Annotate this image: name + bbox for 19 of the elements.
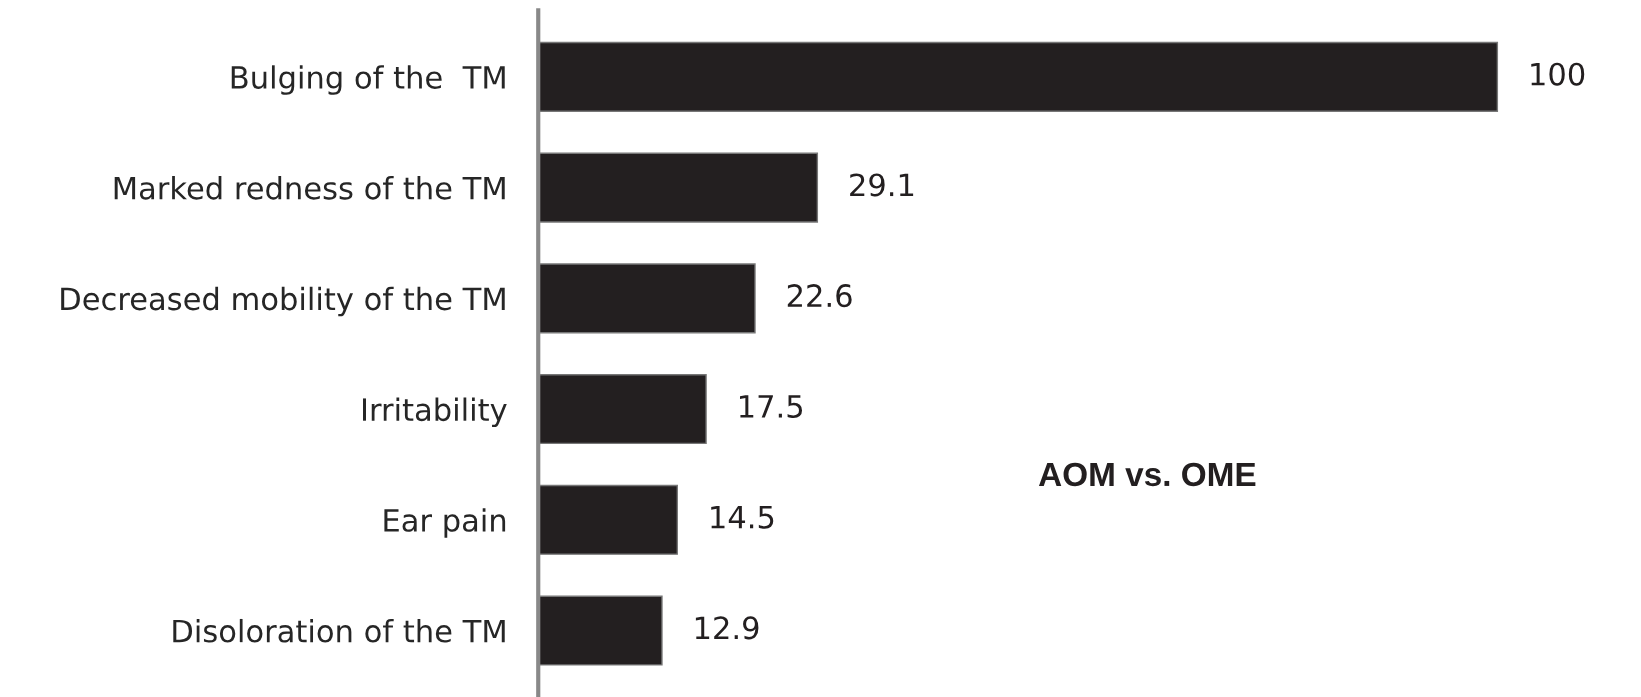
- bar: [538, 263, 756, 334]
- text: AOM vs. OME: [1038, 462, 1256, 487]
- bar: [538, 41, 1499, 112]
- bar: [538, 595, 663, 666]
- data-label: 12.9: [695, 616, 759, 640]
- y-tick-label: Irritability: [362, 397, 507, 428]
- y-tick-label: Decreased mobility of the TM: [61, 286, 505, 317]
- bar: [538, 152, 819, 223]
- y-tick-label: Marked redness of the TM: [114, 176, 505, 200]
- bar: [538, 374, 707, 445]
- data-label: 14.5: [711, 505, 774, 529]
- bar: [538, 484, 679, 555]
- y-tick-label: Disoloration of the TM: [173, 618, 505, 643]
- data-label: 22.6: [787, 284, 852, 308]
- data-label: 100: [1531, 62, 1585, 86]
- data-label: 29.1: [850, 173, 914, 197]
- data-label: 17.5: [740, 395, 803, 418]
- y-tick-label: Bulging of the TM: [231, 65, 505, 95]
- y-tick-label: Ear pain: [384, 508, 506, 538]
